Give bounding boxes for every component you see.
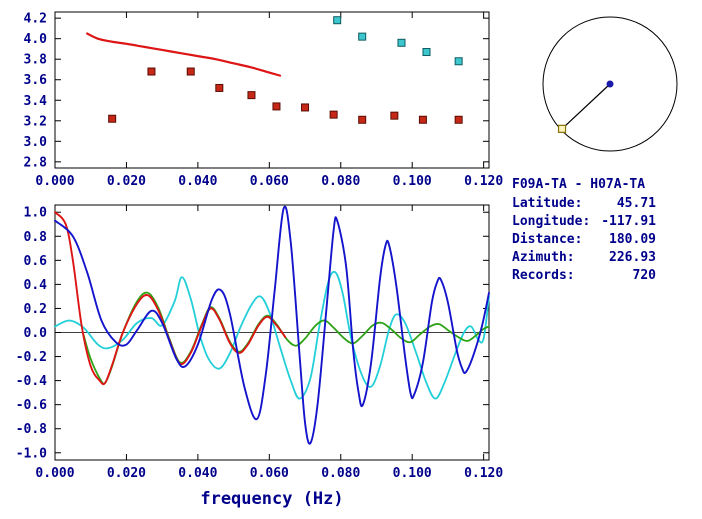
series-layer — [86, 16, 463, 124]
data-point-velocity-picks-red — [454, 115, 463, 124]
data-point-velocity-picks-cyan — [454, 57, 463, 66]
latitude-label: Latitude: — [512, 196, 583, 211]
center-station-dot — [606, 80, 614, 88]
x-tick-label: 0.040 — [178, 174, 217, 189]
x-tick-label: 0.120 — [464, 174, 503, 189]
plot-frame — [54, 11, 490, 169]
longitude-value: -117.91 — [601, 214, 656, 229]
latitude-value: 45.71 — [616, 196, 656, 211]
info-row-latitude: Latitude: 45.71 — [512, 195, 656, 213]
station-marker — [557, 124, 567, 133]
data-point-velocity-picks-red — [390, 111, 399, 120]
data-point-velocity-picks-red — [358, 115, 367, 124]
data-point-velocity-picks-cyan — [422, 48, 431, 57]
y-tick-label: 0.0 — [24, 326, 48, 341]
y-tick-label: 3.0 — [24, 135, 48, 150]
data-point-velocity-picks-red — [272, 102, 281, 111]
x-tick-label: 0.100 — [393, 174, 432, 189]
info-row-distance: Distance: 180.09 — [512, 231, 656, 249]
x-axis-title: frequency (Hz) — [200, 489, 343, 509]
y-tick-label: 1.0 — [24, 206, 48, 221]
y-tick-label: -0.4 — [16, 374, 47, 389]
series-cyan-spectrum — [54, 270, 490, 400]
y-tick-label: 0.6 — [24, 254, 48, 269]
records-label: Records: — [512, 268, 575, 283]
x-tick-label: 0.020 — [107, 466, 146, 481]
x-tick-label: 0.100 — [393, 466, 432, 481]
y-tick-label: 3.8 — [24, 53, 48, 68]
y-tick-label: 4.2 — [24, 12, 47, 27]
y-tick-label: -1.0 — [16, 446, 47, 461]
distance-value: 180.09 — [609, 232, 656, 247]
azimuth-label: Azimuth: — [512, 250, 575, 265]
azimuth-circle-outline — [542, 16, 678, 152]
x-tick-label: 0.080 — [321, 466, 360, 481]
series-green-reference — [82, 291, 490, 385]
y-tick-label: 2.8 — [24, 155, 48, 170]
y-tick-label: 0.8 — [24, 230, 48, 245]
data-point-velocity-picks-red — [108, 114, 117, 123]
azimuth-line — [561, 83, 611, 130]
x-tick-label: 0.060 — [250, 174, 289, 189]
x-tick-label: 0.120 — [464, 466, 503, 481]
y-tick-label: -0.2 — [16, 350, 47, 365]
data-point-velocity-picks-red — [329, 110, 338, 119]
data-point-velocity-picks-red — [186, 67, 195, 76]
distance-label: Distance: — [512, 232, 583, 247]
records-value: 720 — [632, 268, 656, 283]
dispersion-plot: 0.000 0.020 0.040 0.060 0.080 0.100 0.120 2.8 3.… — [24, 11, 503, 189]
y-tick-label: 3.2 — [24, 114, 47, 129]
azimuth-value: 226.93 — [609, 250, 656, 265]
data-point-velocity-picks-red — [418, 115, 427, 124]
y-tick-label: -0.6 — [16, 398, 47, 413]
info-row-azimuth: Azimuth: 226.93 — [512, 249, 656, 267]
y-tick-label: 0.2 — [24, 302, 47, 317]
spectrum-plot: 0.000 0.020 0.040 0.060 0.080 0.100 0.120 -1.0 -… — [16, 204, 503, 509]
x-tick-label: 0.080 — [321, 174, 360, 189]
x-tick-label: 0.000 — [35, 466, 74, 481]
station-pair-title: F09A-TA - H07A-TA — [512, 177, 646, 192]
series-reference-dispersion-curve — [86, 32, 282, 77]
info-row-records: Records: 720 — [512, 267, 656, 285]
data-point-velocity-picks-red — [215, 83, 224, 92]
y-tick-label: 4.0 — [24, 32, 48, 47]
y-tick-label: 0.4 — [24, 278, 48, 293]
data-point-velocity-picks-cyan — [397, 38, 406, 47]
y-tick-label: 3.4 — [24, 94, 48, 109]
azimuth-diagram — [542, 16, 678, 152]
x-tick-label: 0.020 — [107, 174, 146, 189]
info-row-longitude: Longitude: -117.91 — [512, 213, 656, 231]
y-tick-label: 3.6 — [24, 73, 48, 88]
x-tick-label: 0.040 — [178, 466, 217, 481]
series-blue-spectrum — [54, 205, 490, 445]
station-pair-info: F09A-TA - H07A-TA Latitude: 45.71 Longit… — [512, 176, 662, 285]
x-tick-label: 0.000 — [35, 174, 74, 189]
series-layer — [54, 205, 490, 445]
data-point-velocity-picks-red — [147, 67, 156, 76]
data-point-velocity-picks-red — [301, 103, 310, 112]
data-point-velocity-picks-cyan — [333, 16, 342, 25]
data-point-velocity-picks-red — [247, 91, 256, 100]
longitude-label: Longitude: — [512, 214, 591, 229]
data-point-velocity-picks-cyan — [358, 32, 367, 41]
y-tick-label: -0.8 — [16, 422, 47, 437]
x-tick-label: 0.060 — [250, 466, 289, 481]
